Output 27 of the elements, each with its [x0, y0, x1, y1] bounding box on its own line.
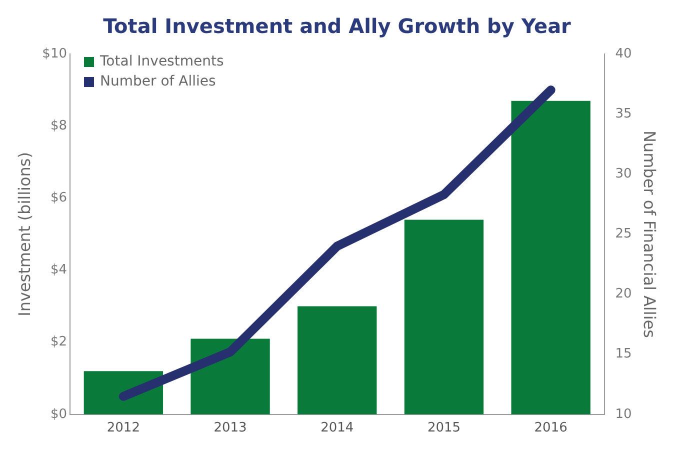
y-tick-label: $6 — [50, 190, 68, 206]
x-tick-label: 2014 — [320, 420, 354, 436]
bar — [404, 220, 484, 414]
chart-title: Total Investment and Ally Growth by Year — [103, 14, 572, 38]
y-tick-label: $0 — [50, 406, 68, 422]
bar — [511, 100, 590, 414]
y2-tick-label: 10 — [615, 406, 632, 422]
y-tick-label: $4 — [50, 262, 68, 278]
y2-tick-label: 35 — [615, 106, 632, 122]
y2-tick-label: 25 — [615, 226, 632, 242]
y2-tick-label: 15 — [615, 346, 632, 362]
x-tick-label: 2016 — [534, 420, 568, 436]
y-axis-title: Investment (billions) — [14, 152, 34, 316]
x-tick-label: 2015 — [427, 420, 461, 436]
x-tick-label: 2013 — [214, 420, 247, 436]
bar — [190, 338, 270, 414]
y2-tick-label: 30 — [615, 166, 632, 182]
y-tick-label: $10 — [42, 46, 68, 62]
y2-tick-label: 20 — [615, 286, 632, 302]
bar — [298, 306, 377, 414]
y2-tick-label: 40 — [615, 46, 632, 62]
x-tick-label: 2012 — [106, 420, 140, 436]
y-tick-label: $2 — [50, 334, 68, 350]
y2-axis-title: Number of Financial Allies — [640, 130, 660, 338]
legend-label: Number of Allies — [100, 74, 216, 90]
legend-label: Total Investments — [99, 54, 224, 70]
y-tick-label: $8 — [50, 118, 68, 134]
